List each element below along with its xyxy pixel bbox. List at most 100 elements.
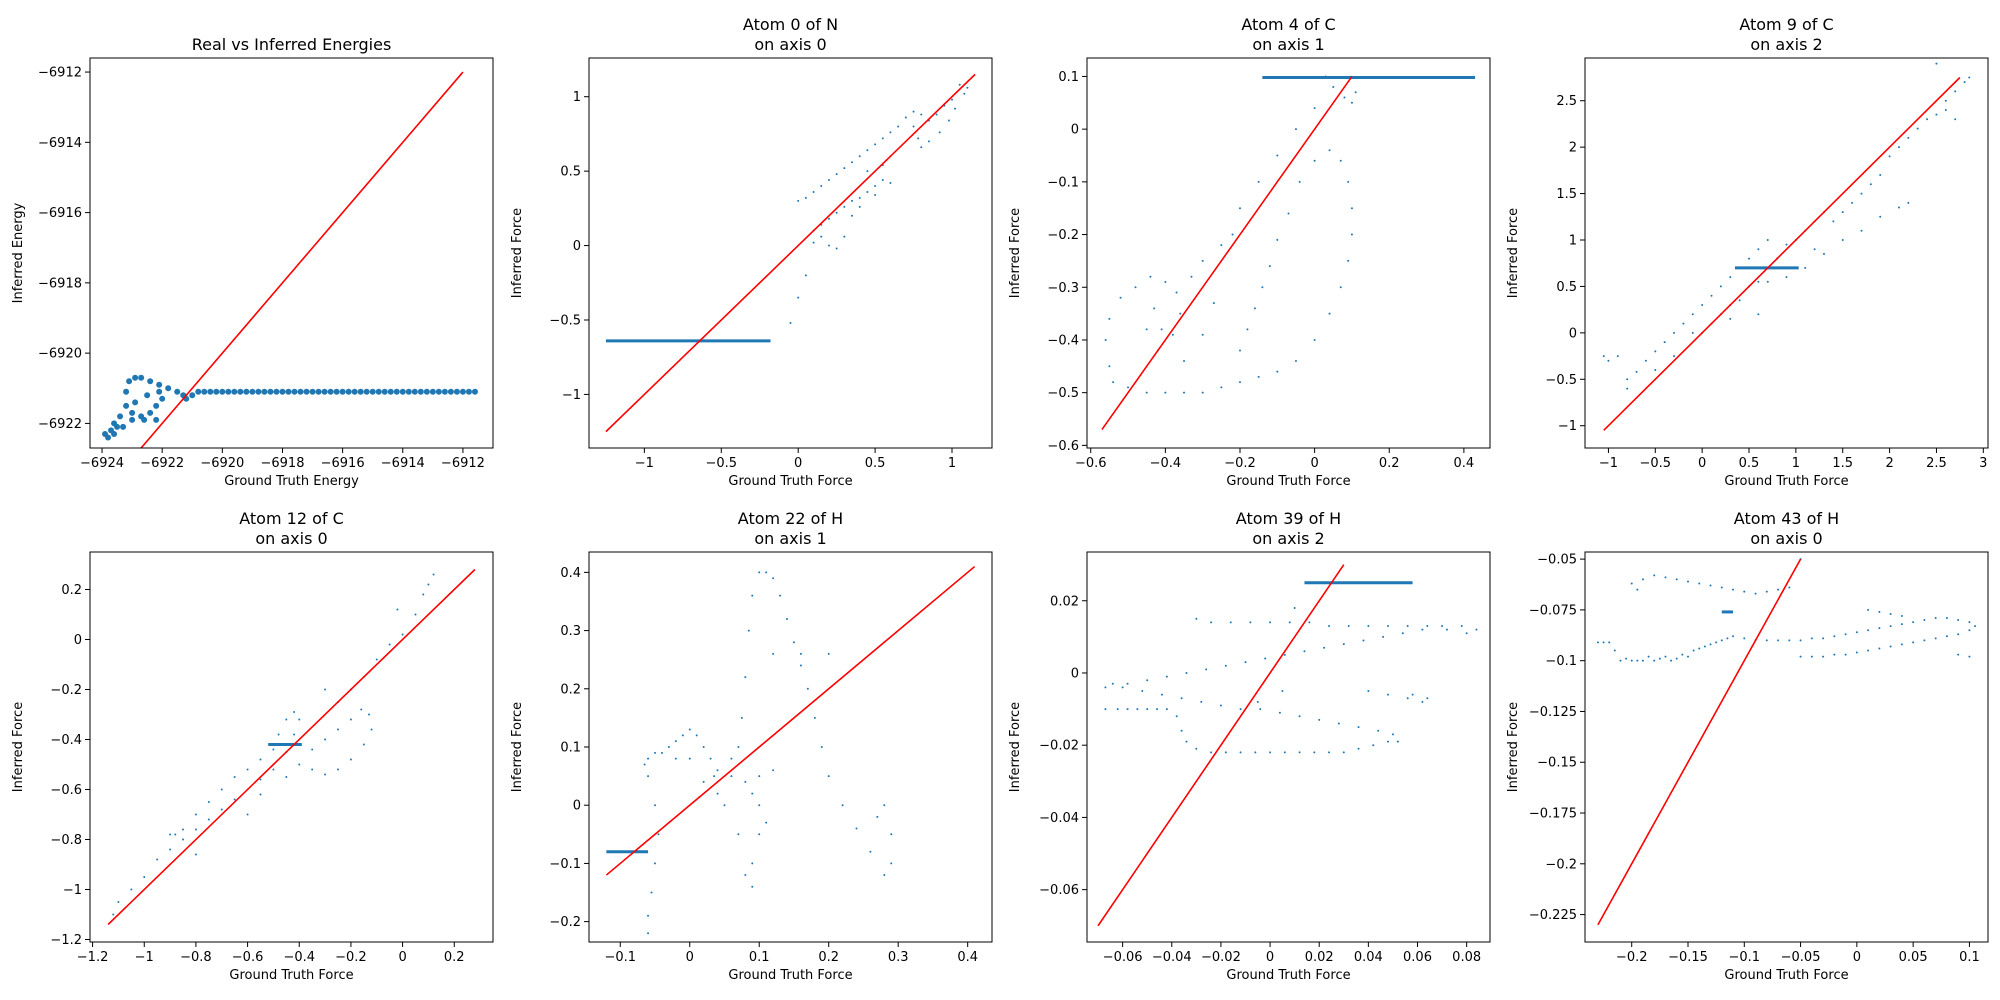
data-point xyxy=(827,179,830,182)
data-point xyxy=(820,185,823,188)
data-point xyxy=(1701,304,1704,306)
data-point xyxy=(866,149,869,152)
data-point xyxy=(144,392,151,399)
data-point xyxy=(654,804,657,807)
y-axis-label: Inferred Force xyxy=(1506,208,1521,298)
x-tick-label: −1.2 xyxy=(77,950,109,965)
data-point xyxy=(1231,233,1234,236)
axes-frame xyxy=(1584,551,1989,943)
data-point xyxy=(459,388,466,395)
data-point xyxy=(1112,381,1115,384)
data-point xyxy=(1276,370,1279,373)
data-point xyxy=(1219,704,1222,707)
data-point xyxy=(259,758,262,761)
data-point xyxy=(695,734,698,737)
y-tick-label: 0.1 xyxy=(1058,70,1079,85)
data-point xyxy=(1293,606,1296,609)
data-point xyxy=(889,131,892,134)
y-tick-label: 0.02 xyxy=(1050,594,1079,609)
data-point xyxy=(291,388,298,395)
y-tick-label: −0.2 xyxy=(1545,857,1577,872)
data-point xyxy=(1889,612,1892,615)
data-point xyxy=(285,776,288,778)
data-point xyxy=(1698,582,1701,585)
y-tick-label: −6916 xyxy=(38,206,82,221)
data-point xyxy=(1810,655,1813,658)
x-tick-label: 0 xyxy=(686,950,694,965)
data-point xyxy=(246,813,249,816)
data-point xyxy=(1675,578,1678,581)
x-tick-label: 3 xyxy=(1979,456,1987,471)
data-point xyxy=(874,193,877,196)
x-tick-label: 0.2 xyxy=(818,950,839,965)
data-point xyxy=(207,388,214,395)
data-point xyxy=(368,713,370,716)
data-point xyxy=(1367,625,1370,628)
y-tick-label: 0 xyxy=(573,239,581,254)
data-point xyxy=(806,687,809,690)
x-tick-label: 0 xyxy=(1698,456,1706,471)
panel-energy: −6924 −6922 −6920 −6918 −6916 −6914 −6912 −6922… xyxy=(11,35,494,489)
x-tick-label: −0.05 xyxy=(1781,950,1821,965)
data-point xyxy=(1244,661,1247,664)
data-point xyxy=(869,850,872,853)
data-point xyxy=(804,196,807,199)
panel-title: on axis 1 xyxy=(1252,35,1324,54)
data-point xyxy=(1264,657,1267,660)
data-point xyxy=(1108,317,1111,320)
panel-title: Real vs Inferred Energies xyxy=(192,35,392,54)
axes-frame xyxy=(89,551,494,943)
data-point xyxy=(1945,635,1948,638)
data-point xyxy=(1687,580,1689,583)
data-point xyxy=(123,402,130,409)
y-axis-label: Inferred Force xyxy=(1506,702,1521,792)
data-point xyxy=(1912,621,1915,624)
data-point xyxy=(102,430,109,437)
data-point xyxy=(654,862,657,865)
data-point xyxy=(1220,386,1223,389)
x-tick-label: −0.6 xyxy=(1075,456,1107,471)
data-point xyxy=(1788,586,1791,589)
data-point xyxy=(1460,625,1463,628)
data-point xyxy=(963,92,966,95)
x-tick-label: 1 xyxy=(948,456,956,471)
data-point xyxy=(1673,355,1676,358)
axes-frame xyxy=(1086,57,1491,449)
data-point xyxy=(1785,243,1788,246)
data-point xyxy=(387,388,394,395)
data-point xyxy=(1256,700,1259,703)
y-tick-label: −0.5 xyxy=(1047,386,1079,401)
data-point xyxy=(1283,653,1286,656)
data-point xyxy=(182,838,184,841)
data-point xyxy=(1426,697,1429,700)
data-point xyxy=(792,641,795,644)
data-point xyxy=(1879,215,1882,218)
data-point xyxy=(1313,338,1316,341)
x-axis-label: Ground Truth Force xyxy=(1226,474,1350,489)
data-point xyxy=(1897,146,1900,149)
data-point xyxy=(441,388,448,395)
data-point xyxy=(129,409,136,416)
data-point xyxy=(1339,159,1342,162)
data-point xyxy=(1411,693,1414,696)
data-point xyxy=(1636,659,1639,662)
y-axis-label: Inferred Force xyxy=(1008,208,1023,298)
y-axis-label: Inferred Energy xyxy=(11,202,26,303)
data-point xyxy=(716,769,719,772)
data-point xyxy=(1765,639,1768,642)
data-point xyxy=(643,763,646,766)
data-point xyxy=(1119,296,1122,299)
data-point xyxy=(1867,649,1870,652)
data-point xyxy=(153,416,160,423)
data-point xyxy=(650,891,653,894)
data-point xyxy=(375,658,378,661)
data-point xyxy=(360,708,363,711)
data-point xyxy=(1709,584,1712,587)
data-point xyxy=(1134,286,1137,289)
data-point xyxy=(758,775,761,778)
data-point xyxy=(1851,201,1854,204)
y-tick-label: −0.6 xyxy=(1047,439,1079,454)
x-tick-label: −6912 xyxy=(441,456,485,471)
y-tick-label: −0.02 xyxy=(1039,739,1079,754)
